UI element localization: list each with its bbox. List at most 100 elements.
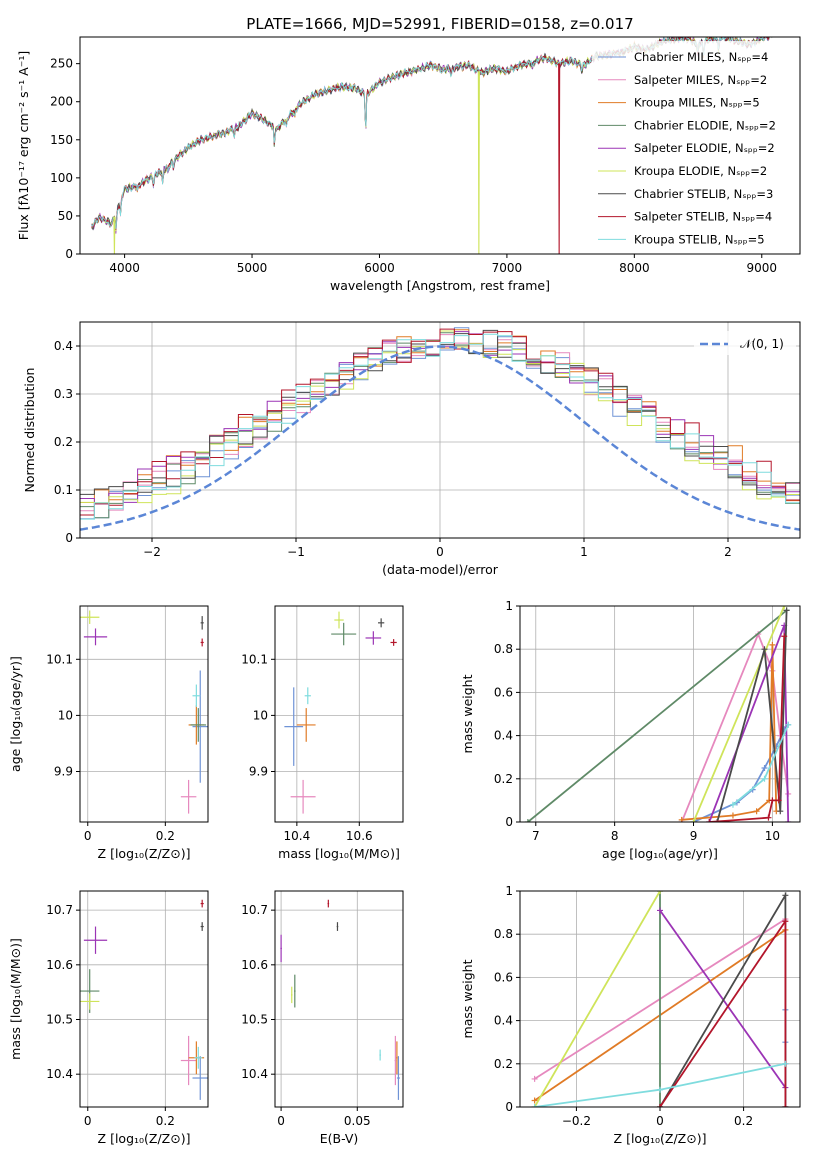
weight-marker [765,814,772,821]
weight-marker [781,606,788,609]
x-tick-label: −2 [143,545,161,559]
errorbar-point [294,974,296,1008]
residuals-plot-area [80,327,800,531]
errorbar-point [390,639,397,646]
errorbar-point [200,922,204,931]
y-tick-label: 10.5 [241,1013,268,1027]
weight-marker [524,819,531,822]
y-tick-label: 10.6 [241,958,268,972]
y-tick-label: 1 [505,884,513,898]
y-tick-label: 10.7 [46,903,73,917]
weight-marker [782,918,789,925]
errorbar-point [334,611,344,629]
legend-box [694,331,796,355]
weight-marker [782,1104,789,1107]
residuals-legend: 𝒩(0, 1) [694,331,796,355]
y-tick-label: 250 [50,57,73,71]
weight-marker [690,819,697,822]
x-tick-label: 7 [532,829,540,843]
y-axis-label: mass [log₁₀(M/M⊙)] [8,938,23,1060]
weight-marker [781,633,788,640]
axes-frame [274,605,404,823]
errorbar-point [284,687,304,766]
y-tick-label: 10.1 [46,652,73,666]
x-tick-label: 9 [690,829,698,843]
weight-line-5 [692,606,786,822]
weight-line-2 [681,644,778,821]
y-axis-label: mass weight [460,674,475,753]
y-tick-label: 0.2 [494,1057,513,1071]
weight-marker [657,1104,663,1107]
weight-marker [769,641,776,648]
axes-frame [519,605,801,823]
y-tick-label: 0.8 [494,642,513,656]
spectrum-line-6 [91,37,770,231]
weight-line-4 [659,909,787,1089]
age_vs_Z-panel: 0 0.2 9.9 10 10.1 Z [log₁₀(Z/Z⊙)] age [log₁₀(a… [8,605,209,861]
errorbar-point [396,1056,400,1100]
mass_weight_vs_age-panel: 7 8 9 10 0 0.2 0.4 0.6 0.8 1 age [log₁₀(age/yr)] ma… [460,599,801,861]
weight-line-7 [659,918,787,1107]
x-axis-label: (data-model)/error [382,562,499,577]
y-tick-label: 10 [253,708,268,722]
spectrum-spike [113,216,116,254]
weight-marker [775,797,782,804]
x-tick-label: −1 [287,545,305,559]
x-tick-label: 6000 [364,261,395,275]
y-tick-label: 9.9 [249,765,268,779]
x-tick-label: 10.4 [283,829,310,843]
x-tick-label: 1 [580,545,588,559]
x-tick-label: 0 [656,1114,664,1128]
y-tick-label: 0.3 [54,387,73,401]
legend-box [592,41,797,251]
weight-marker [782,1060,789,1067]
y-tick-label: 0.6 [494,970,513,984]
x-tick-label: 0 [277,1114,285,1128]
y-axis-label: mass weight [460,959,475,1038]
spectrum-panel: 4000 5000 6000 7000 8000 9000 0 50 100 150 200 250 w… [16,36,801,293]
errorbar-point [200,899,204,908]
mass_vs_Z-plot-area [80,899,208,1100]
errorbar-point [80,610,100,624]
histogram-series-8 [80,333,800,520]
errorbar-point [280,934,282,963]
y-tick-label: 10.4 [241,1067,268,1081]
weight-marker [761,765,768,771]
legend-entry: Chabrier ELODIE, Nₛₚₚ=2 [634,118,776,132]
weight-marker [761,646,768,653]
errorbar-point [304,687,311,705]
y-tick-label: 0.4 [494,1014,513,1028]
y-tick-label: 100 [50,171,73,185]
legend-entry: Salpeter STELIB, Nₛₚₚ=4 [634,210,772,224]
errorbar-point [192,684,201,707]
axes-frame [79,605,209,823]
legend-entry: Kroupa MILES, Nₛₚₚ=5 [634,96,760,110]
x-axis-label: mass [log₁₀(M/M⊙)] [278,846,400,861]
axes-frame [274,890,404,1108]
y-tick-label: 0.2 [54,435,73,449]
age_vs_mass-plot-area [284,611,397,814]
x-tick-label: 10 [765,829,780,843]
x-tick-label: 0.2 [156,829,175,843]
spectrum-line-8 [91,37,773,229]
errorbar-point [394,1035,397,1086]
x-axis-label: E(B-V) [320,1131,359,1146]
legend-entry: Chabrier MILES, Nₛₚₚ=4 [634,50,768,64]
y-tick-label: 1 [505,599,513,613]
x-tick-label: 10.6 [346,829,373,843]
weight-marker [657,891,663,894]
y-axis-label: Flux [fλ10⁻¹⁷ erg cm⁻² s⁻¹ A⁻¹] [16,51,31,240]
weight-line-3 [527,609,788,822]
x-tick-label: 0 [84,829,92,843]
y-tick-label: 10.6 [46,958,73,972]
errorbar-point [296,708,316,742]
spectrum-plot-area [91,37,773,254]
errorbar-point [180,1035,197,1086]
weight-marker [777,808,784,815]
age_vs_mass-panel: 10.4 10.6 9.9 10 10.1 mass [log₁₀(M/M⊙)] [241,605,404,861]
axes-frame [79,36,801,255]
errorbar-point [80,993,100,1010]
errorbar-point [83,628,108,646]
weight-marker [783,607,790,614]
weight-marker [657,1086,663,1093]
